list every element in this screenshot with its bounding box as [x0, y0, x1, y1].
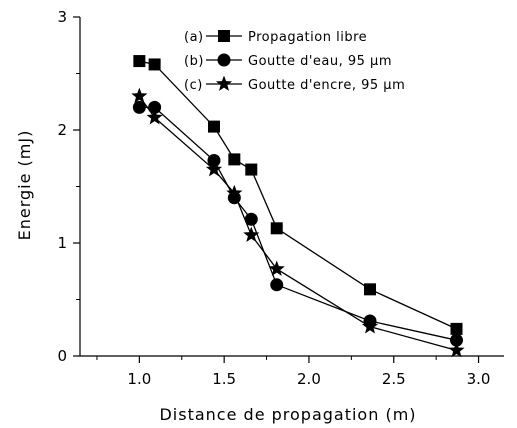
data-point [133, 55, 146, 68]
x-axis-title: Distance de propagation (m) [159, 405, 416, 424]
legend: (a) Propagation libre (b) Goutte d'eau, 95 … [184, 30, 405, 93]
data-point [244, 212, 258, 226]
y-tick-label: 2 [57, 121, 67, 139]
y-axis-title: Energie (mJ) [15, 130, 34, 241]
series-layer [131, 55, 465, 358]
legend-prefix: (c) [184, 78, 203, 93]
series-square [133, 55, 463, 335]
x-tick-label: 1.0 [127, 370, 151, 388]
data-point [448, 341, 465, 358]
legend-prefix: (b) [184, 54, 204, 69]
legend-marker [217, 53, 231, 67]
series-line [138, 95, 457, 351]
data-point [207, 120, 220, 133]
data-point [243, 226, 260, 242]
series-star [131, 87, 465, 358]
series-line [139, 60, 457, 330]
data-point [146, 109, 163, 125]
legend-label: Goutte d'eau, 95 µm [248, 54, 392, 69]
data-point [207, 154, 221, 168]
x-tick-label: 1.5 [212, 370, 236, 388]
y-tick-label: 0 [57, 347, 67, 365]
data-point [450, 333, 464, 347]
legend-prefix: (a) [184, 30, 204, 45]
data-point [148, 58, 161, 71]
legend-entry: (c) Goutte d'encre, 95 µm [184, 75, 405, 93]
data-point [245, 163, 258, 176]
data-point [131, 87, 148, 103]
series-line [139, 106, 457, 341]
y-tick-label: 1 [57, 234, 67, 252]
data-point [270, 278, 284, 292]
data-point [268, 260, 285, 276]
legend-entry: (b) Goutte d'eau, 95 µm [184, 53, 392, 69]
data-point [450, 322, 463, 335]
legend-label: Propagation libre [248, 30, 367, 45]
data-point [364, 283, 377, 296]
data-point [205, 161, 223, 177]
data-point [226, 184, 243, 201]
legend-label: Goutte d'encre, 95 µm [248, 78, 405, 93]
x-tick-label: 2.0 [297, 370, 321, 388]
data-point [132, 100, 146, 114]
data-point [228, 153, 241, 166]
data-point [361, 318, 379, 334]
data-point [148, 100, 162, 114]
legend-entry: (a) Propagation libre [184, 30, 367, 45]
axes: 1.0 1.5 2.0 2.5 3.0 0 1 2 3 [57, 8, 504, 388]
y-tick-label: 3 [57, 8, 67, 26]
legend-marker [215, 75, 233, 91]
data-point [270, 222, 283, 235]
legend-marker [218, 30, 230, 42]
x-tick-label: 2.5 [382, 370, 406, 388]
x-tick-label: 3.0 [467, 370, 491, 388]
